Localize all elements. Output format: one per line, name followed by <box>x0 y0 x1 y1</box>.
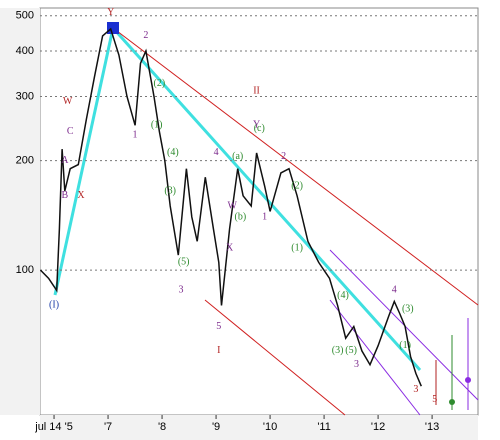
top-marker <box>107 22 119 34</box>
x-tick-label: jul 14 '5 <box>34 421 73 433</box>
x-tick-label: '12 <box>371 421 385 433</box>
x-tick-label: '13 <box>425 421 439 433</box>
wave-label: 4 <box>214 147 219 158</box>
wave-label: 3 <box>354 359 359 370</box>
wave-label: C <box>67 126 74 137</box>
channel-line <box>204 299 346 416</box>
x-tick-label: '8 <box>158 421 166 433</box>
wave-label: 5 <box>432 394 437 405</box>
price-line <box>39 27 422 387</box>
wave-label: 3 <box>178 285 183 296</box>
wave-label: W <box>63 96 73 107</box>
projection-markers <box>435 318 471 410</box>
wave-label: A <box>61 155 69 166</box>
y-tick-label: 300 <box>16 90 34 102</box>
wave-label: I <box>217 345 220 356</box>
wave-label: (1) <box>399 340 411 351</box>
wave-label: (4) <box>337 290 349 301</box>
wave-label: (5) <box>345 345 357 356</box>
x-tick-label: '7 <box>104 421 112 433</box>
trend-line <box>111 26 422 372</box>
wave-label: (3) <box>164 185 176 196</box>
y-tick-label: 500 <box>16 10 34 22</box>
wave-label: 3 <box>413 384 418 395</box>
plot-frame <box>39 7 479 416</box>
wave-label: 1 <box>133 129 138 140</box>
wave-label: X <box>77 190 85 201</box>
y-tick-label: 400 <box>16 45 34 57</box>
wave-label: (3) <box>332 345 344 356</box>
wave-label: Y <box>253 120 260 131</box>
wave-label: (5) <box>178 257 190 268</box>
x-tick-label: '11 <box>317 421 331 433</box>
projection-dot <box>465 377 471 383</box>
y-tick-label: 200 <box>16 154 34 166</box>
channel-line <box>112 27 479 306</box>
wave-label: 2 <box>281 151 286 162</box>
wave-label: (1) <box>291 242 303 253</box>
y-tick-label: 100 <box>16 264 34 276</box>
wave-label: (2) <box>291 181 303 192</box>
wave-label: (b) <box>235 211 247 222</box>
wave-label: (I) <box>49 300 59 311</box>
wave-label: 2 <box>143 30 148 41</box>
x-tick-label: '10 <box>263 421 277 433</box>
wave-label: (1) <box>151 120 163 131</box>
wave-label: X <box>226 242 234 253</box>
x-tick-label: '9 <box>212 421 220 433</box>
wave-label: W <box>228 200 238 211</box>
wave-label: II <box>253 86 260 97</box>
wave-label: (c) <box>254 123 265 134</box>
trend-line <box>53 27 115 296</box>
wave-label: (2) <box>154 78 166 89</box>
x-axis-panel <box>40 415 478 440</box>
wave-label: 1 <box>262 211 267 222</box>
projection-dot <box>449 399 455 405</box>
channel-line <box>329 299 421 416</box>
wave-label: 4 <box>392 285 397 296</box>
wave-label: 5 <box>216 321 221 332</box>
wave-label: Y <box>107 7 114 18</box>
wave-label: B <box>62 190 69 201</box>
wave-label: (4) <box>167 147 179 158</box>
y-axis-panel <box>0 8 40 415</box>
wave-label: (a) <box>232 151 243 162</box>
wave-label: (3) <box>402 304 414 315</box>
